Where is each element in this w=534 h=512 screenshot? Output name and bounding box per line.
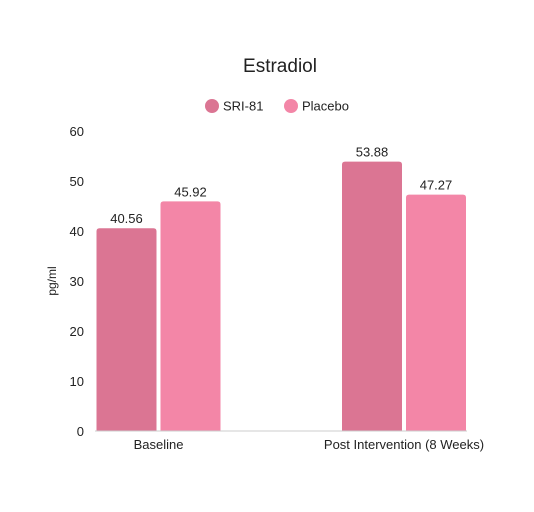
- y-tick-label: 50: [70, 174, 84, 189]
- x-axis-ticks: Baseline Post Intervention (8 Weeks): [134, 437, 485, 452]
- bars: 40.56 53.88 45.92 47.27: [96, 145, 466, 431]
- y-tick-label: 30: [70, 274, 84, 289]
- y-tick-label: 10: [70, 374, 84, 389]
- bar-sri-81: [342, 161, 402, 431]
- y-tick-label: 0: [77, 424, 84, 439]
- bar-placebo: [406, 194, 466, 431]
- bar-value-label: 45.92: [174, 184, 207, 199]
- y-tick-label: 40: [70, 224, 84, 239]
- legend-marker: [284, 99, 298, 113]
- y-tick-label: 20: [70, 324, 84, 339]
- legend-item: SRI-81: [205, 99, 263, 114]
- bar-value-label: 47.27: [420, 178, 453, 193]
- legend-label: Placebo: [302, 99, 349, 114]
- y-axis-ticks: 0 10 20 30 40 50 60: [70, 124, 84, 439]
- bar-sri-81: [96, 228, 157, 431]
- bar-value-label: 53.88: [356, 145, 389, 160]
- bar-placebo: [160, 201, 221, 431]
- x-tick-label: Post Intervention (8 Weeks): [324, 437, 484, 452]
- x-tick-label: Baseline: [134, 437, 184, 452]
- legend-item: Placebo: [284, 99, 349, 114]
- bar-value-label: 40.56: [110, 211, 143, 226]
- y-axis-label: pg/ml: [45, 266, 59, 295]
- legend-marker: [205, 99, 219, 113]
- legend-label: SRI-81: [223, 99, 263, 114]
- legend: SRI-81 Placebo: [205, 99, 349, 114]
- y-tick-label: 60: [70, 124, 84, 139]
- chart-title: Estradiol: [243, 56, 317, 77]
